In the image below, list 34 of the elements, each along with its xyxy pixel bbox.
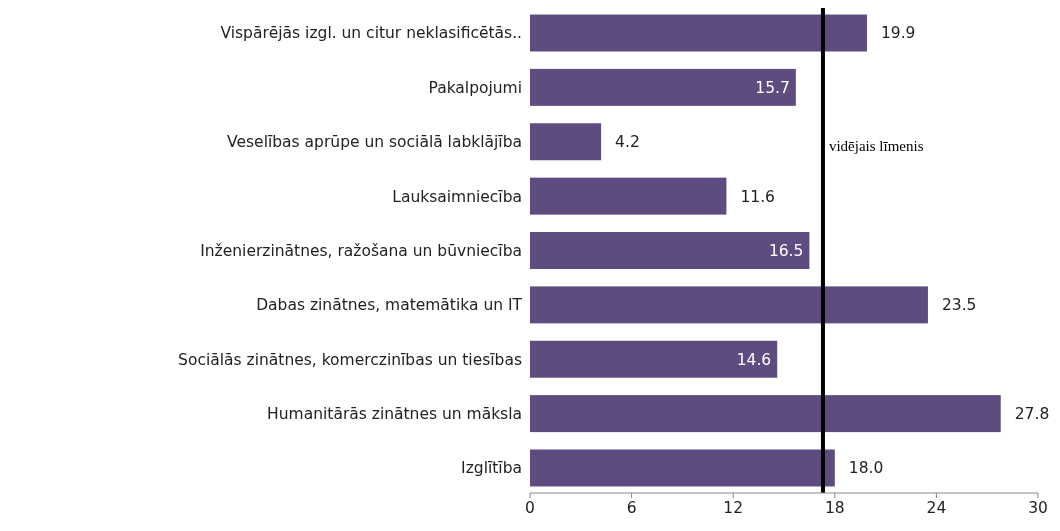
x-tick-label: 18 — [824, 499, 845, 517]
data-label: 15.7 — [755, 78, 790, 97]
y-tick-label: Vispārējās izgl. un citur neklasificētās.. — [220, 24, 522, 43]
data-label: 19.9 — [880, 24, 916, 43]
data-label: 23.5 — [941, 296, 977, 315]
bar — [530, 68, 796, 106]
data-label: 4.2 — [615, 133, 640, 152]
data-label: 27.8 — [1014, 405, 1050, 424]
data-label: 16.5 — [768, 241, 804, 260]
data-label: 11.6 — [740, 187, 775, 206]
bar — [530, 286, 928, 324]
y-tick-label: Veselības aprūpe un sociālā labklājība — [227, 133, 522, 152]
data-label: 14.6 — [736, 350, 772, 369]
bar — [530, 123, 602, 161]
bar — [530, 232, 810, 269]
y-tick-label: Sociālās zinātnes, komerczinības un tiesības — [178, 350, 522, 369]
y-tick-label: Izglītība — [461, 459, 522, 478]
bar — [530, 14, 867, 52]
x-tick-label: 24 — [926, 499, 947, 517]
ref-line-label: vidējais līmenis — [828, 138, 924, 155]
y-tick-label: Lauksaimniecība — [392, 187, 522, 206]
bar — [530, 395, 1001, 433]
y-tick-label: Pakalpojumi — [428, 78, 522, 97]
y-tick-label: Inženierzinātnes, ražošana un būvniecība — [200, 241, 522, 260]
y-tick-label: Dabas zinātnes, matemātika un IT — [256, 296, 523, 315]
bar — [530, 340, 778, 378]
bar — [530, 449, 835, 487]
bar — [530, 177, 727, 215]
x-tick-label: 6 — [626, 499, 637, 517]
x-tick-label: 30 — [1028, 499, 1048, 517]
x-tick-label: 0 — [525, 499, 535, 517]
x-tick-label: 12 — [723, 499, 744, 517]
data-label: 18.0 — [848, 459, 884, 478]
y-tick-label: Humanitārās zinātnes un māksla — [267, 405, 522, 424]
